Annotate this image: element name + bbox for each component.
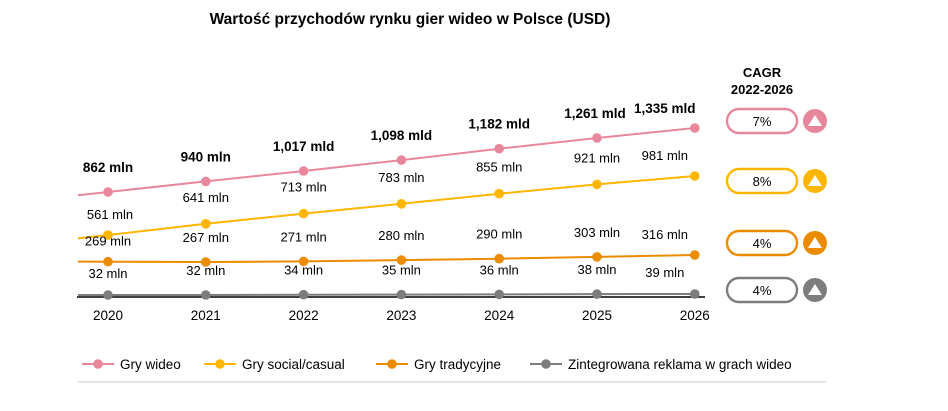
cagr-pill-2 — [725, 167, 799, 195]
legend-marker-2 — [215, 359, 225, 369]
data-point — [592, 289, 602, 299]
data-label: 32 mln — [88, 266, 127, 281]
data-point — [592, 179, 602, 190]
data-point — [592, 252, 602, 262]
data-point — [103, 230, 113, 240]
data-label: 1,017 mld — [273, 139, 335, 154]
x-tick-label: 2024 — [484, 308, 515, 323]
data-label: 280 mln — [378, 228, 424, 243]
cagr-value-2: 8% — [753, 174, 772, 189]
data-label: 32 mln — [186, 263, 225, 278]
cagr-value-4: 4% — [753, 283, 772, 298]
x-tick-label: 2026 — [680, 308, 710, 323]
x-tick-label: 2020 — [93, 308, 123, 323]
data-label: 271 mln — [280, 229, 326, 244]
data-point — [103, 187, 113, 197]
cagr-value-3: 4% — [753, 236, 772, 251]
data-label: 783 mln — [378, 170, 424, 185]
data-label: 561 mln — [87, 207, 133, 222]
data-label: 267 mln — [183, 230, 229, 245]
data-point — [103, 256, 113, 267]
legend-label-4: Zintegrowana reklama w grach wideo — [568, 357, 792, 372]
data-label: 269 mln — [85, 234, 131, 249]
legend-marker-4 — [541, 359, 551, 369]
legend-marker-3 — [387, 359, 397, 369]
data-label: 940 mln — [181, 149, 231, 164]
data-label: 35 mln — [382, 263, 421, 278]
data-label: 39 mln — [645, 265, 684, 280]
x-tick-label: 2022 — [289, 308, 319, 323]
data-label: 1,335 mld — [634, 101, 696, 116]
data-point — [494, 143, 505, 154]
up-triangle-icon — [808, 237, 822, 248]
data-label: 1,261 mld — [564, 106, 626, 121]
x-tick-label: 2025 — [582, 308, 612, 323]
data-point — [298, 289, 309, 300]
data-label: 34 mln — [284, 263, 323, 278]
data-point — [201, 176, 211, 187]
data-label: 921 mln — [574, 150, 620, 165]
data-point — [592, 133, 602, 143]
cagr-pill-1 — [725, 107, 799, 135]
legend-label-2: Gry social/casual — [242, 357, 345, 372]
x-tick-label: 2021 — [191, 308, 221, 323]
cagr-pill-4 — [725, 276, 799, 304]
cagr-title-line1: CAGR — [743, 65, 782, 80]
cagr-pill-3 — [725, 229, 799, 257]
data-point — [690, 250, 700, 260]
data-label: 290 mln — [476, 227, 522, 242]
data-label: 713 mln — [280, 180, 326, 195]
legend-label-1: Gry wideo — [120, 357, 181, 372]
up-triangle-icon — [808, 175, 822, 186]
data-point — [201, 257, 211, 267]
up-triangle-icon — [808, 284, 822, 295]
data-point — [690, 289, 700, 299]
data-label: 316 mln — [642, 227, 688, 242]
data-point — [201, 219, 211, 229]
legend-marker-1 — [93, 359, 103, 369]
data-point — [494, 188, 505, 199]
data-point — [396, 289, 407, 300]
data-label: 1,098 mld — [371, 128, 433, 143]
data-point — [396, 255, 407, 265]
data-point — [396, 155, 407, 165]
data-label: 855 mln — [476, 160, 522, 175]
data-point — [298, 166, 309, 176]
x-tick-label: 2023 — [386, 308, 416, 323]
data-point — [298, 256, 309, 267]
data-point — [690, 123, 700, 133]
data-point — [690, 171, 700, 181]
series-line-4 — [78, 293, 695, 296]
series-line-2 — [77, 175, 695, 240]
data-point — [396, 199, 407, 209]
legend-label-3: Gry tradycyjne — [414, 357, 501, 372]
data-label: 303 mln — [574, 225, 620, 240]
data-point — [494, 253, 505, 264]
chart-title: Wartość przychodów rynku gier wideo w Po… — [210, 11, 611, 28]
up-triangle-icon — [808, 115, 822, 126]
data-point — [201, 290, 211, 300]
data-label: 981 mln — [642, 148, 688, 163]
data-label: 36 mln — [480, 262, 519, 277]
data-point — [298, 208, 309, 219]
series-line-1 — [77, 127, 695, 197]
data-label: 641 mln — [183, 190, 229, 205]
cagr-value-1: 7% — [753, 114, 772, 129]
cagr-title-line2: 2022-2026 — [731, 82, 793, 97]
data-label: 1,182 mld — [468, 117, 530, 132]
data-point — [103, 290, 113, 300]
data-label: 862 mln — [83, 160, 133, 175]
series-line-3 — [77, 254, 695, 264]
data-point — [494, 289, 505, 300]
data-label: 38 mln — [577, 262, 616, 277]
